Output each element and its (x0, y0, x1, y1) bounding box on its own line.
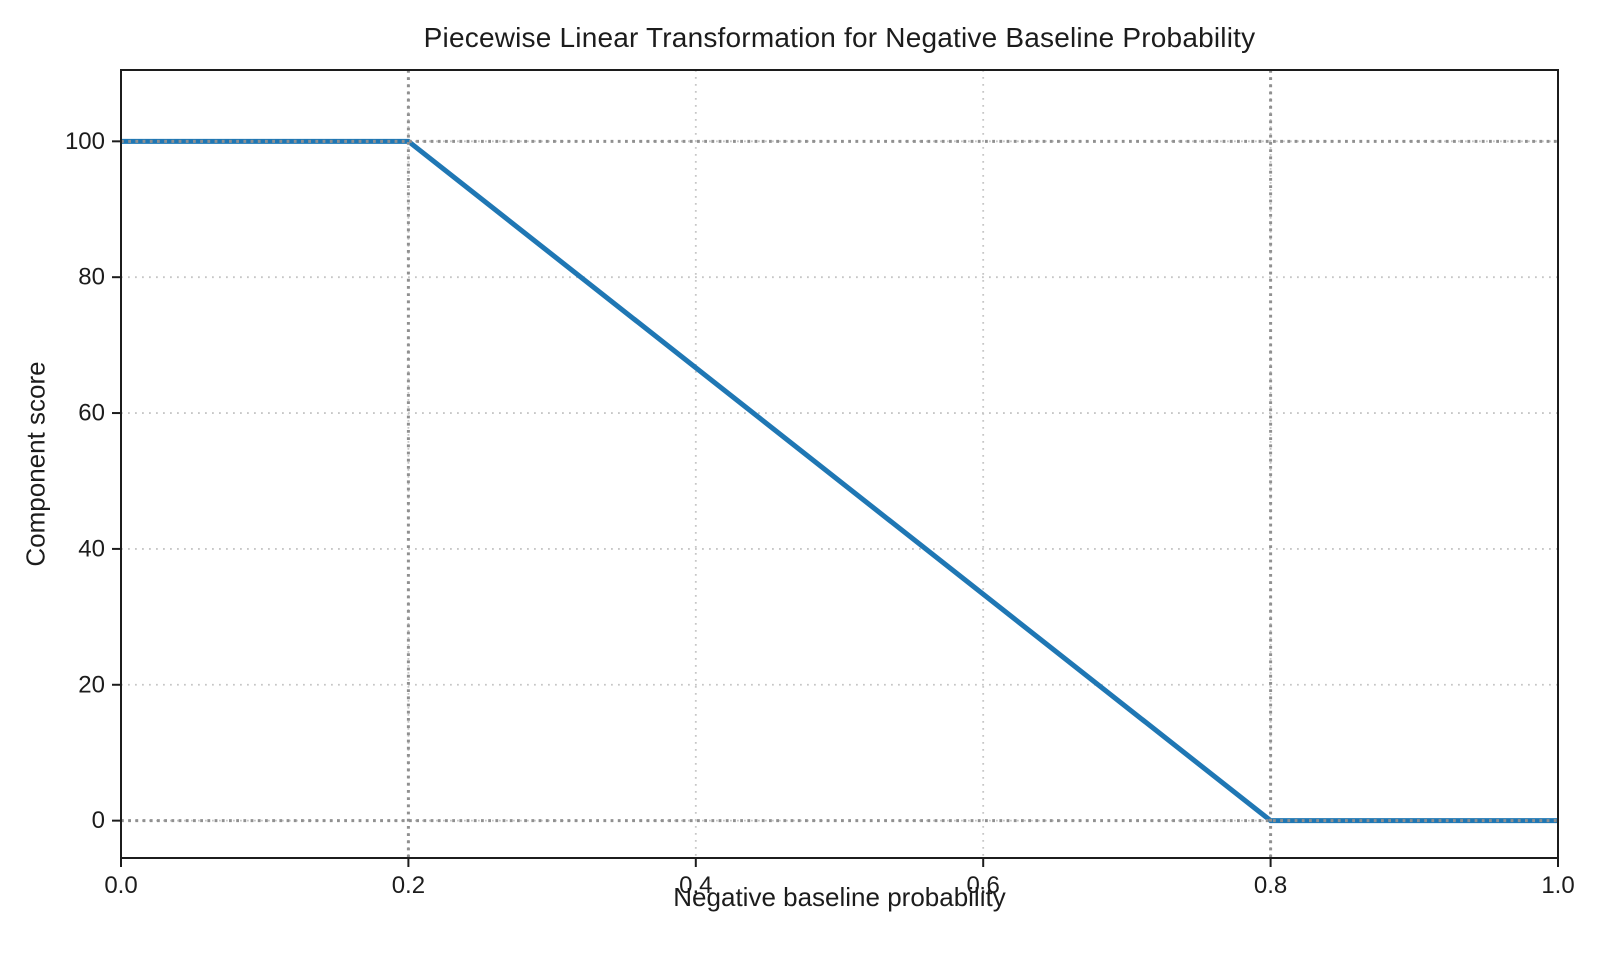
y-tick-label: 60 (78, 400, 105, 427)
chart-title: Piecewise Linear Transformation for Nega… (423, 22, 1256, 53)
series-line-component-score (121, 138, 1558, 824)
y-tick-label: 0 (92, 807, 105, 834)
x-tick-label: 0.8 (1254, 872, 1287, 899)
x-tick-label: 0.4 (679, 872, 712, 899)
x-tick-label: 0.2 (392, 872, 425, 899)
x-tick-label: 0.0 (104, 872, 137, 899)
x-tick-label: 1.0 (1541, 872, 1574, 899)
x-tick-label: 0.6 (967, 872, 1000, 899)
x-axis-label: Negative baseline probability (673, 882, 1006, 912)
y-tick-label: 20 (78, 671, 105, 698)
y-tick-label: 100 (65, 128, 105, 155)
plot-border (120, 69, 1559, 859)
y-tick-label: 40 (78, 535, 105, 562)
y-tick-label: 80 (78, 264, 105, 291)
